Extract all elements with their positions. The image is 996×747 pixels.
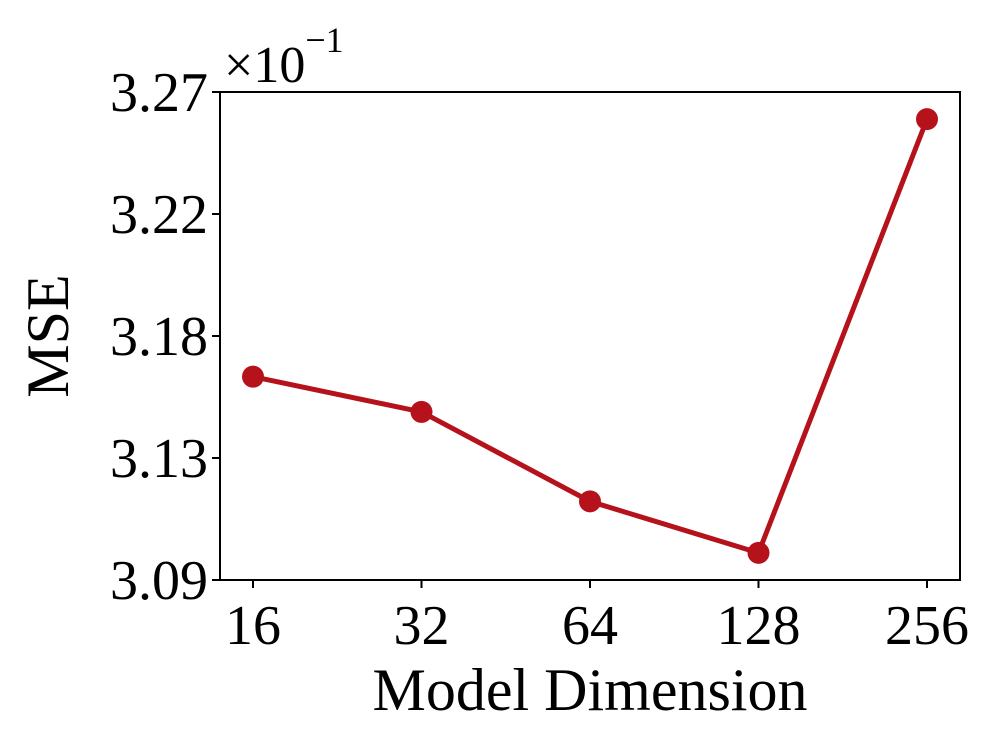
y-tick-label: 3.22 xyxy=(110,184,208,246)
line xyxy=(252,118,930,556)
x-tick-label: 64 xyxy=(562,595,618,657)
x-tick-label: 128 xyxy=(717,595,801,657)
y-tick-label: 3.27 xyxy=(110,62,208,124)
y-axis-label: MSE xyxy=(15,274,81,397)
x-axis-label: Model Dimension xyxy=(373,657,808,723)
marker xyxy=(579,490,601,513)
y-tick-label: 3.18 xyxy=(110,306,208,368)
marker xyxy=(916,108,938,131)
x-tick-label: 32 xyxy=(394,595,450,657)
x-tick-label: 256 xyxy=(885,595,969,657)
y-tick-label: 3.09 xyxy=(110,550,208,612)
x-tick-label: 16 xyxy=(225,595,281,657)
offset-exponent: −1 xyxy=(305,20,343,60)
marker xyxy=(410,400,433,423)
y-tick-label: 3.13 xyxy=(110,428,208,490)
y-offset-text: ×10−1 xyxy=(224,20,344,94)
offset-base: ×10 xyxy=(224,37,305,94)
marker xyxy=(747,541,770,564)
marker xyxy=(242,365,264,388)
